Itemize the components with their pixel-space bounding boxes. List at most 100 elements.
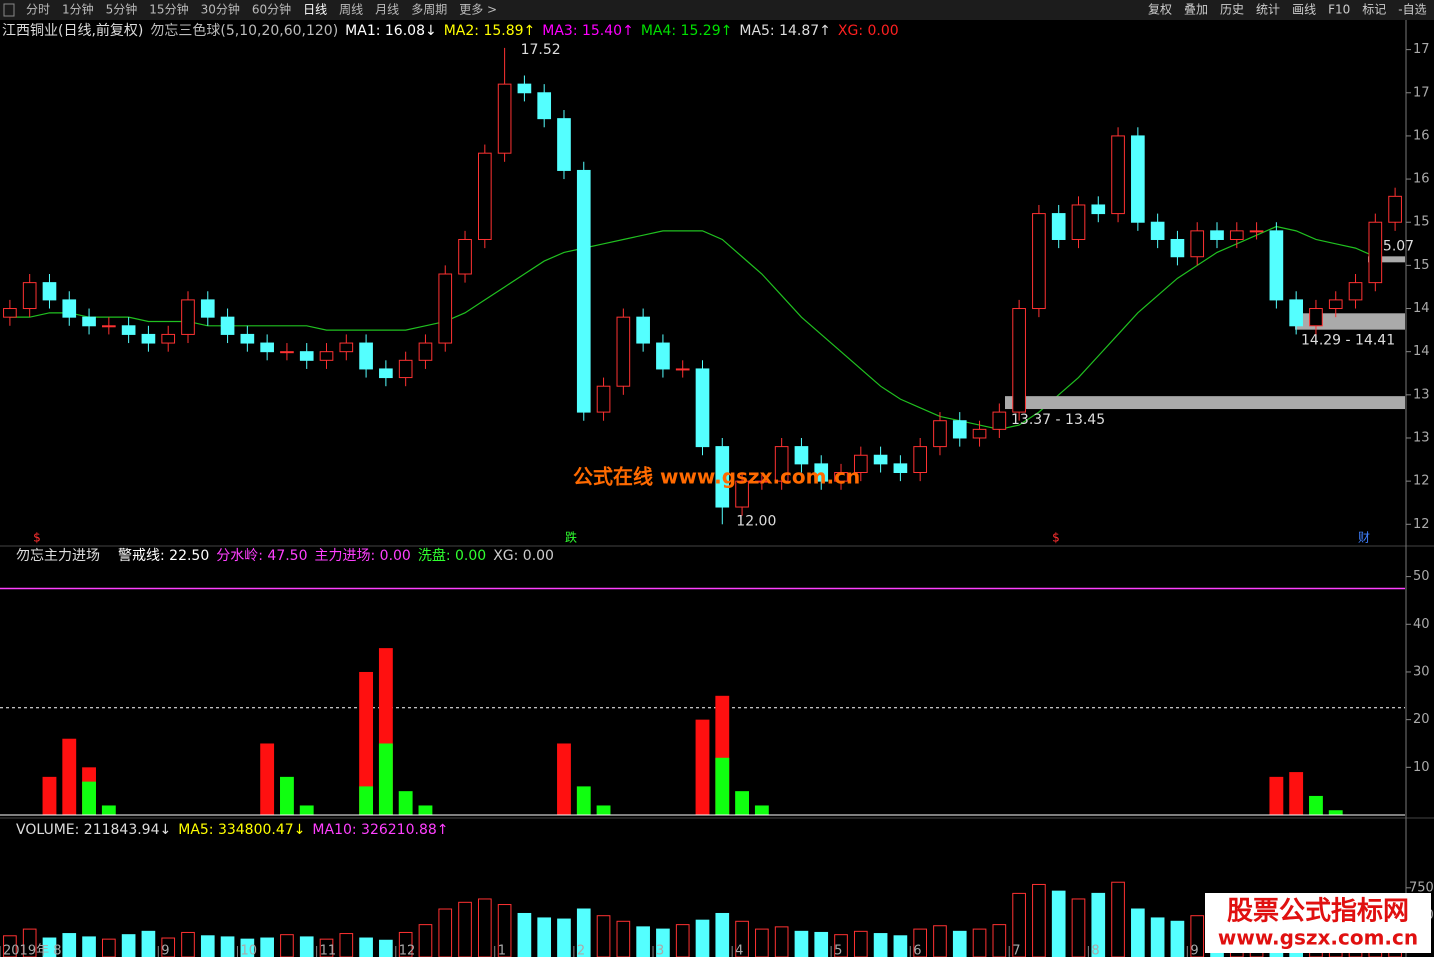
- volume-bar: [418, 924, 433, 957]
- y-tick-label: 10: [1413, 760, 1430, 775]
- x-tick-label: 12: [399, 944, 416, 957]
- volume-bar: [438, 908, 453, 957]
- candle-body: [1170, 238, 1185, 258]
- volume-bar: [517, 912, 532, 957]
- candle-body: [517, 83, 532, 94]
- legend-item[interactable]: 周线: [339, 3, 363, 17]
- candle-body: [121, 325, 136, 335]
- legend-item[interactable]: 30分钟: [201, 2, 240, 17]
- red-bar: [42, 776, 57, 815]
- candle-body: [418, 342, 433, 361]
- legend-item: 警戒线: 22.50: [118, 548, 209, 564]
- toolbar-icon[interactable]: [3, 3, 15, 17]
- green-bar: [715, 757, 730, 815]
- watermark: 公式在线 www.gszx.com.cn: [573, 465, 860, 489]
- candle-body: [596, 385, 611, 413]
- volume-bar: [616, 920, 631, 957]
- signal-marker: 跌: [565, 530, 577, 545]
- signal-marker: 财: [1358, 531, 1370, 545]
- volume-bar: [814, 931, 829, 957]
- candle-body: [379, 368, 393, 379]
- x-tick-label: 9: [161, 944, 169, 957]
- y-tick-label: 13: [1413, 387, 1430, 402]
- volume-bar: [675, 924, 690, 957]
- level-label: 14.29 - 14.41: [1301, 333, 1395, 349]
- volume-bar: [1071, 898, 1086, 957]
- legend-item[interactable]: 1分钟: [62, 2, 94, 17]
- volume-bar: [537, 917, 552, 957]
- red-bar: [557, 743, 571, 815]
- green-bar: [398, 791, 413, 815]
- legend-item: 洗盘: 0.00: [418, 547, 486, 564]
- x-tick-label: 7: [1012, 944, 1020, 957]
- legend-item[interactable]: 更多 >: [459, 3, 497, 17]
- green-bar: [82, 781, 96, 815]
- legend-item[interactable]: 分时: [26, 3, 50, 17]
- volume-bar: [1131, 908, 1145, 957]
- volume-bar: [339, 933, 354, 957]
- x-tick-label: 6: [913, 944, 921, 957]
- y-tick-label: 16: [1413, 128, 1430, 143]
- candle-body: [280, 351, 294, 354]
- volume-bar: [220, 936, 235, 957]
- volume-bar: [1051, 890, 1066, 957]
- legend-item: MA3: 15.40↑: [542, 23, 634, 39]
- candle-body: [82, 316, 96, 327]
- panel-title: 勿忘主力进场: [16, 548, 100, 564]
- legend-item[interactable]: -自选: [1398, 3, 1426, 17]
- level-label: 15.07: [1374, 238, 1414, 254]
- green-bar: [1309, 795, 1323, 815]
- legend-item: MA10: 326210.88↑: [312, 822, 448, 838]
- candle-body: [181, 299, 195, 335]
- legend-item[interactable]: 叠加: [1184, 3, 1208, 17]
- legend-item[interactable]: 多周期: [411, 3, 447, 17]
- legend-item[interactable]: 5分钟: [106, 2, 138, 17]
- legend-item[interactable]: 历史: [1220, 3, 1244, 17]
- legend-item[interactable]: 60分钟: [252, 2, 291, 17]
- volume-bar: [379, 939, 393, 957]
- legend-item[interactable]: F10: [1328, 3, 1350, 17]
- x-tick-label: 9: [1190, 944, 1198, 957]
- candle-body: [933, 420, 947, 448]
- legend-item[interactable]: 画线: [1292, 3, 1316, 17]
- volume-bar: [477, 898, 492, 957]
- volume-bar: [62, 933, 77, 957]
- volume-bar: [794, 930, 809, 957]
- volume-bar: [636, 926, 650, 957]
- green-bar: [596, 805, 611, 815]
- green-bar: [101, 805, 116, 815]
- candle-body: [1071, 204, 1086, 240]
- y-tick-label: 14: [1413, 344, 1430, 359]
- y-tick-label: 750: [1409, 880, 1434, 895]
- candle-body: [62, 299, 77, 318]
- candle-body: [1289, 299, 1303, 327]
- volume-bar: [1150, 917, 1165, 957]
- volume-bar: [319, 938, 334, 957]
- legend-item[interactable]: 15分钟: [149, 2, 188, 17]
- y-tick-label: 14: [1413, 301, 1430, 316]
- volume-bar: [240, 938, 255, 957]
- legend-item[interactable]: 月线: [375, 3, 399, 17]
- candle-body: [1210, 230, 1224, 240]
- legend-item[interactable]: 复权: [1148, 3, 1172, 17]
- candle-body: [220, 316, 235, 335]
- candle-body: [200, 299, 215, 318]
- candle-body: [1388, 195, 1402, 223]
- candle-body: [972, 428, 987, 439]
- x-tick-label: 2019年 8: [3, 944, 62, 957]
- candle-body: [794, 446, 809, 465]
- candle-body: [557, 118, 571, 171]
- candle-body: [42, 282, 57, 301]
- legend-item[interactable]: 统计: [1256, 3, 1280, 17]
- legend-item: MA5: 14.87↑: [739, 23, 831, 39]
- candle-body: [1309, 308, 1323, 327]
- volume-bar: [834, 934, 848, 957]
- legend-item[interactable]: 标记: [1362, 3, 1386, 17]
- volume-bar: [82, 936, 96, 957]
- candle-body: [893, 463, 908, 474]
- candle-body: [141, 333, 156, 344]
- legend-item: 分水岭: 47.50: [216, 548, 307, 564]
- green-bar: [754, 805, 769, 815]
- x-tick-label: 2: [577, 944, 585, 957]
- legend-item[interactable]: 日线: [303, 3, 327, 17]
